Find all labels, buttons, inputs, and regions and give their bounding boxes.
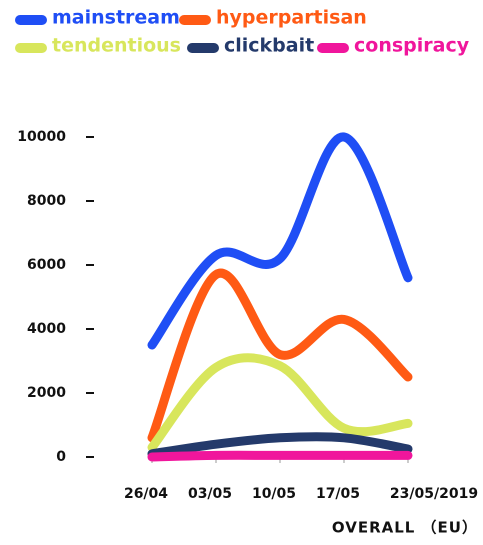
legend-label: conspiracy [354,35,470,57]
series-line [147,432,413,459]
x-tick-label: 03/05 [188,486,232,502]
x-tick-label: 10/05 [252,486,296,502]
series-line [147,268,413,443]
series-line [147,450,413,462]
series-line [147,353,413,452]
x-tick-label: 17/05 [316,486,360,502]
x-axis-label: OVERALL （EU） [332,519,478,537]
y-tick-label: 10000 [17,129,66,145]
y-tick-label: 0 [56,449,66,465]
y-tick-label: 6000 [27,257,66,273]
y-tick-label: 4000 [27,321,66,337]
x-tick-label: 26/04 [124,486,168,502]
series-line [147,132,413,350]
legend-label: tendentious [52,35,181,57]
legend-label: clickbait [224,35,314,57]
y-tick-label: 8000 [27,193,66,209]
x-tick-label: 23/05/2019 [390,486,478,502]
legend-label: mainstream [52,7,180,29]
y-tick-label: 2000 [27,385,66,401]
legend-label: hyperpartisan [216,7,367,29]
